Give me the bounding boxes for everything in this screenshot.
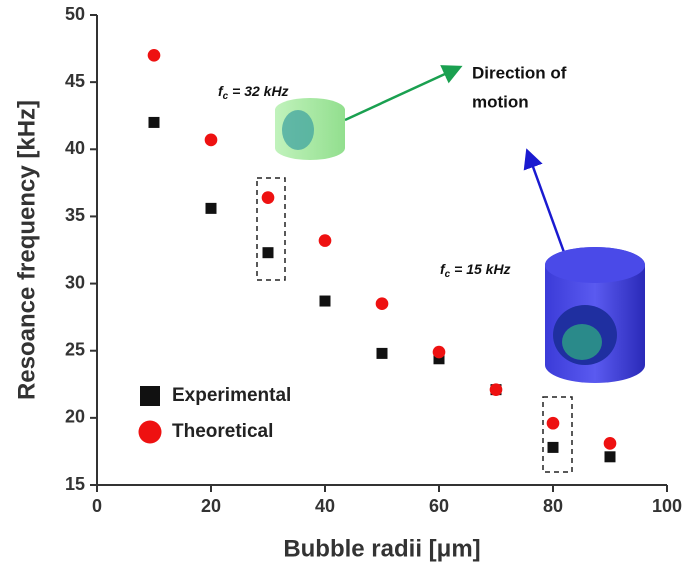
annotation-sub: c — [445, 269, 451, 280]
legend-marker — [140, 386, 160, 406]
decor — [256, 65, 645, 473]
point — [546, 416, 560, 430]
annotation-text: = 15 kHz — [450, 261, 510, 277]
point — [318, 234, 332, 247]
legend-marker — [138, 420, 162, 444]
annotation-symbol: f — [440, 261, 446, 277]
point — [604, 451, 616, 463]
point — [204, 133, 218, 147]
point — [319, 295, 331, 307]
point — [148, 116, 160, 128]
point — [547, 441, 559, 453]
point — [375, 297, 389, 311]
point — [432, 345, 446, 359]
x-tick-label: 40 — [315, 496, 335, 516]
point — [433, 353, 445, 365]
point — [376, 347, 388, 359]
annotation: fc = 15 kHz — [440, 261, 511, 280]
x-tick-label: 100 — [652, 496, 682, 516]
point — [205, 202, 217, 214]
annotation-symbol: f — [218, 83, 224, 99]
direction-label: motion — [472, 92, 529, 111]
x-axis-label: Bubble radii [μm] — [283, 535, 480, 562]
y-tick-label: 25 — [65, 339, 85, 359]
annotation: fc = 32 kHz — [218, 83, 289, 102]
point — [147, 48, 161, 62]
point — [261, 191, 275, 204]
x-tick-label: 60 — [429, 496, 449, 516]
x-tick-label: 20 — [201, 496, 221, 516]
y-axis-label: Resoance frequency [kHz] — [13, 100, 40, 400]
y-tick-label: 45 — [65, 71, 85, 91]
point — [262, 247, 274, 259]
point — [603, 437, 617, 450]
annotation-sub: c — [223, 91, 229, 102]
y-tick-label: 15 — [65, 474, 85, 494]
annotation-text: = 32 kHz — [228, 83, 288, 99]
y-tick-label: 40 — [65, 138, 85, 158]
x-tick-label: 80 — [543, 496, 563, 516]
legend-label: Experimental — [172, 385, 291, 406]
direction-label: Direction of — [472, 63, 567, 82]
x-tick-label: 0 — [92, 496, 102, 516]
legend-label: Theoretical — [172, 421, 273, 442]
y-tick-label: 35 — [65, 205, 85, 225]
y-tick-label: 50 — [65, 4, 85, 24]
point — [489, 383, 503, 396]
y-tick-label: 20 — [65, 407, 85, 427]
y-tick-label: 30 — [65, 272, 85, 292]
